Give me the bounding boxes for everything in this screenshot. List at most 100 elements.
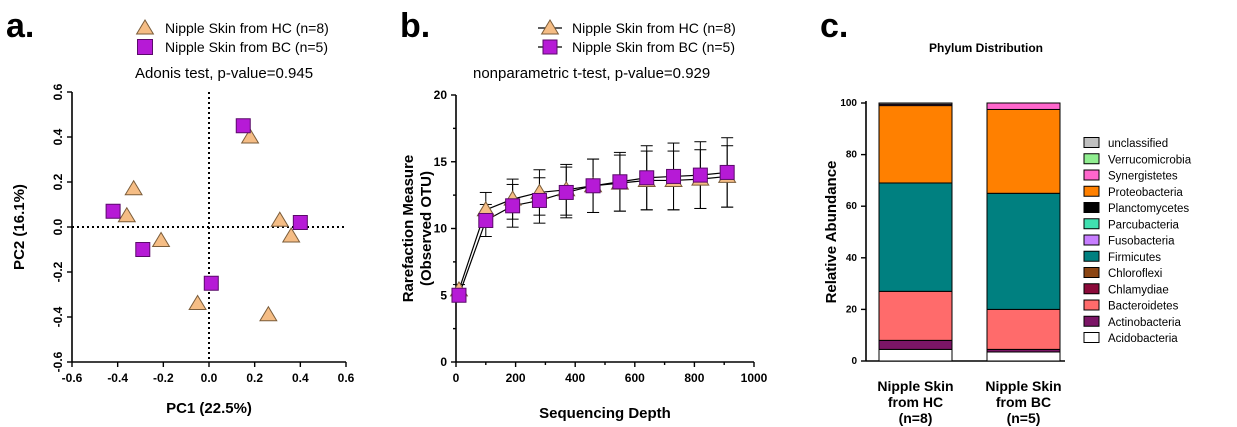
bar-segment-firmicutes — [986, 192, 1061, 310]
legend-marker-hc — [540, 19, 560, 35]
legend-label: Synergistetes — [1108, 171, 1178, 183]
legend-label: Firmicutes — [1108, 252, 1161, 264]
panel-letter-a: a. — [6, 7, 34, 45]
legend-swatch — [1083, 202, 1100, 213]
x-tick-label: -0.4 — [107, 371, 128, 385]
line-point-bc — [666, 168, 682, 184]
legend-swatch — [1083, 218, 1100, 230]
bar-segment-acidobacteria — [986, 351, 1061, 362]
y-tick-label: 0 — [851, 356, 857, 367]
line-point-bc — [719, 164, 735, 180]
y-axis-title-line1: Rarefaction Measure — [400, 155, 417, 303]
scatter-point-hc — [259, 305, 278, 322]
bar-segment-bacteroidetes — [986, 308, 1061, 350]
y-tick-label: 0 — [440, 355, 447, 369]
y-axis-title: PC2 (16.1%) — [11, 184, 28, 270]
ttest-annotation: nonparametric t-test, p-value=0.929 — [473, 65, 710, 82]
y-tick-label: 40 — [846, 253, 858, 264]
y-tick-label: 80 — [846, 150, 858, 161]
scatter-point-hc — [270, 211, 290, 227]
chart-title: Phylum Distribution — [929, 41, 1043, 55]
legend-label: Verrucomicrobia — [1108, 154, 1192, 166]
legend-swatch — [1083, 299, 1100, 311]
legend-label: Actinobacteria — [1108, 317, 1181, 329]
scatter-point-bc — [292, 215, 308, 230]
x-tick-label: 0 — [453, 371, 460, 385]
legend-label-0: Nipple Skin from HC (n=8) — [165, 20, 329, 36]
x-tick-label: 0.4 — [292, 371, 309, 385]
x-tick-label: 400 — [565, 371, 585, 385]
line-point-bc — [692, 167, 708, 183]
scatter-point-hc — [188, 294, 207, 310]
legend-swatch — [1083, 267, 1100, 278]
legend-label: Proteobacteria — [1108, 187, 1183, 199]
panel-letter-b: b. — [400, 7, 430, 45]
scatter-point-hc — [240, 128, 260, 144]
legend-label: Chlamydiae — [1108, 284, 1169, 296]
bar-segment-proteobacteria — [986, 108, 1061, 194]
y-tick-label: 15 — [434, 155, 448, 169]
legend-label-0: Nipple Skin from HC (n=8) — [572, 20, 736, 36]
legend-label: unclassified — [1108, 138, 1168, 150]
x-tick-label: 0.6 — [338, 371, 355, 385]
legend-swatch — [1083, 283, 1100, 295]
y-tick-label: 0.6 — [51, 83, 65, 100]
x-tick-label: 0.0 — [201, 371, 218, 385]
scatter-point-bc — [135, 242, 151, 257]
category-label: Nipple Skin — [877, 378, 953, 394]
scatter-point-hc — [117, 206, 137, 223]
adonis-annotation: Adonis test, p-value=0.945 — [135, 65, 313, 82]
legend-swatch — [1083, 315, 1100, 327]
legend-label-1: Nipple Skin from BC (n=5) — [572, 39, 735, 55]
panel-c: c. Phylum Distribution 0 20 40 60 80 100 Relativ… — [820, 7, 1192, 426]
legend-swatch — [1083, 250, 1100, 262]
scatter-point-bc — [203, 275, 219, 291]
legend-label: Acidobacteria — [1108, 333, 1178, 345]
legend-label: Parcubacteria — [1108, 219, 1180, 231]
category-label: from HC — [888, 394, 943, 410]
legend-label: Fusobacteria — [1108, 236, 1175, 248]
legend-swatch — [1083, 234, 1100, 246]
y-tick-label: 0.2 — [51, 173, 65, 190]
panel-a: a. Nipple Skin from HC (n=8) Nipple Skin f… — [6, 7, 355, 417]
y-axis-title: Relative Abundance — [823, 161, 840, 304]
scatter-point-bc — [235, 118, 251, 134]
bar-segment-unclassified — [878, 102, 953, 105]
x-axis-title: PC1 (22.5%) — [166, 400, 252, 417]
legend-marker-hc — [135, 19, 155, 35]
line-point-bc — [531, 192, 547, 208]
legend-swatch — [1083, 169, 1100, 181]
y-tick-label: 100 — [840, 98, 857, 109]
bar-segment-synergistetes — [986, 102, 1061, 110]
x-tick-label: 1000 — [741, 371, 768, 385]
y-tick-label: 10 — [434, 222, 448, 236]
bar-segment-bacteroidetes — [878, 290, 953, 341]
x-tick-label: -0.6 — [62, 371, 83, 385]
x-tick-label: 600 — [625, 371, 645, 385]
y-tick-label: 5 — [440, 288, 447, 302]
line-point-bc — [612, 174, 628, 190]
scatter-point-hc — [151, 231, 171, 247]
x-tick-label: 800 — [684, 371, 704, 385]
line-point-bc — [558, 184, 574, 200]
category-label: (n=5) — [1007, 410, 1041, 426]
line-point-bc — [639, 170, 655, 186]
x-axis-title: Sequencing Depth — [539, 405, 671, 422]
legend-marker-bc — [137, 39, 153, 55]
legend-marker-bc — [542, 39, 558, 55]
scatter-point-hc — [281, 227, 301, 243]
y-tick-label: -0.4 — [51, 306, 65, 327]
scatter-point-hc — [124, 179, 143, 196]
category-label: (n=8) — [899, 410, 933, 426]
scatter-point-bc — [105, 203, 121, 219]
y-tick-label: 0.4 — [51, 128, 65, 145]
category-label: Nipple Skin — [985, 378, 1061, 394]
x-tick-label: -0.2 — [153, 371, 174, 385]
x-tick-label: 0.2 — [246, 371, 263, 385]
legend-label: Bacteroidetes — [1108, 301, 1179, 313]
legend-swatch — [1083, 153, 1100, 165]
line-point-bc — [505, 198, 521, 214]
panel-letter-c: c. — [820, 7, 848, 45]
bar-segment-proteobacteria — [878, 105, 953, 184]
